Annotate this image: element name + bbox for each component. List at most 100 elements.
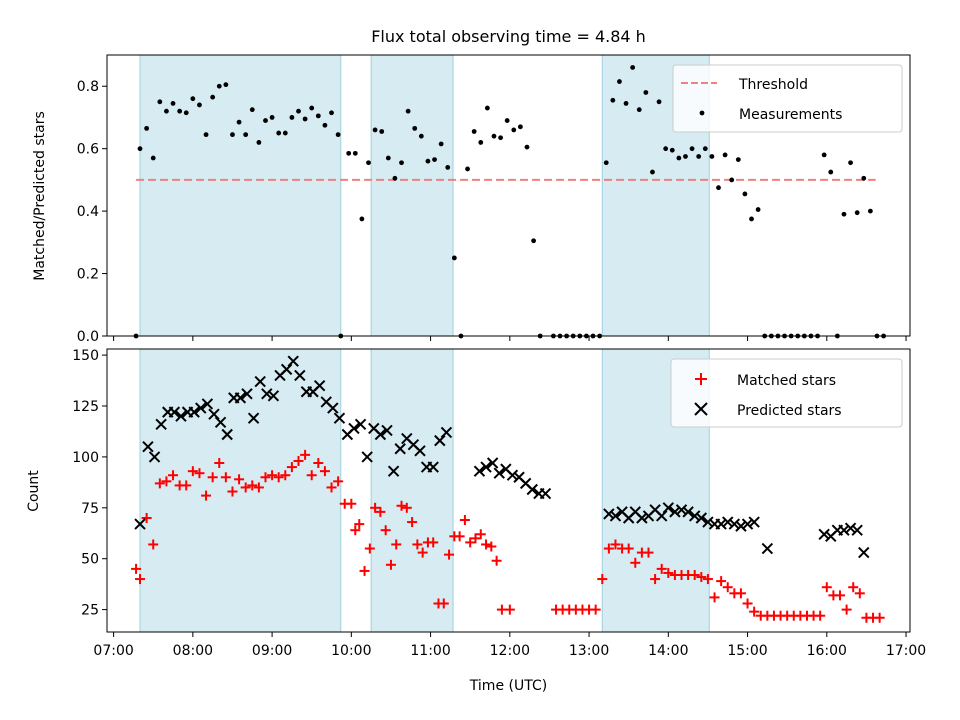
- x-tick-label: 15:00: [727, 643, 767, 659]
- predicted-star-point: [838, 524, 850, 536]
- predicted-star-point: [609, 510, 622, 522]
- measurement-point: [137, 146, 143, 152]
- predicted-star-point: [655, 510, 668, 522]
- predicted-star-point: [722, 516, 734, 528]
- matched-star-point: [454, 531, 465, 542]
- matched-star-point: [380, 525, 391, 536]
- matched-star-point: [333, 476, 344, 487]
- matched-star-point: [227, 486, 238, 497]
- legend-measurements-swatch: [699, 110, 705, 116]
- measurement-point: [197, 102, 202, 108]
- matched-star-point: [428, 537, 439, 548]
- matched-star-point: [280, 470, 291, 481]
- measurement-point: [296, 108, 301, 114]
- predicted-star-point: [221, 428, 233, 441]
- top-panel: 0.00.20.40.60.8 Matched/Predicted stars …: [32, 54, 911, 345]
- measurement-point: [315, 113, 321, 119]
- y-tick-label: 0.2: [77, 267, 99, 283]
- matched-star-point: [370, 502, 381, 513]
- measurement-point: [170, 100, 176, 106]
- measurement-point: [702, 146, 708, 152]
- measurement-point: [498, 135, 503, 141]
- x-tick-label: 11:00: [410, 643, 450, 659]
- matched-star-point: [590, 604, 601, 615]
- matched-star-point: [874, 612, 885, 623]
- top-legend: Threshold Measurements: [672, 64, 903, 133]
- matched-star-point: [459, 515, 470, 526]
- measurement-point: [478, 140, 484, 145]
- matched-star-point: [293, 455, 304, 466]
- measurement-point: [709, 154, 715, 159]
- predicted-star-point: [155, 418, 167, 431]
- predicted-star-point: [858, 546, 870, 559]
- predicted-star-point: [348, 422, 360, 435]
- legend-threshold-label: Threshold: [738, 77, 808, 93]
- predicted-star-point: [294, 369, 306, 382]
- matched-star-point: [187, 466, 198, 477]
- chart-title: Flux total observing time = 4.84 h: [371, 27, 646, 46]
- measurement-point: [352, 150, 358, 156]
- top-legend-box: [672, 64, 903, 133]
- matched-star-point: [354, 519, 365, 530]
- bottom-y-axis: 25 50 75 100 125 150: [72, 348, 107, 619]
- matched-star-point: [300, 449, 311, 460]
- measurement-point: [399, 160, 404, 166]
- measurement-point: [289, 115, 295, 120]
- matched-star-point: [319, 466, 330, 477]
- predicted-star-point: [195, 402, 207, 414]
- y-tick-label: 25: [81, 603, 99, 619]
- predicted-star-point: [715, 518, 727, 530]
- predicted-star-point: [761, 542, 774, 555]
- predicted-star-point: [214, 416, 227, 429]
- matched-star-point: [141, 512, 152, 523]
- measurement-point: [282, 130, 288, 136]
- predicted-star-point: [241, 388, 253, 400]
- measurement-point: [432, 157, 437, 162]
- measurement-point: [150, 155, 156, 161]
- matched-star-point: [168, 470, 179, 481]
- matched-star-point: [835, 590, 846, 601]
- top-observing-intervals: [139, 54, 710, 337]
- matched-star-point: [131, 563, 142, 574]
- top-axes-frame: [106, 54, 911, 337]
- predicted-star-point: [234, 392, 247, 404]
- measurement-point: [729, 177, 735, 183]
- measurement-point: [359, 216, 365, 222]
- measurement-point: [524, 144, 530, 150]
- measurement-point: [603, 160, 609, 166]
- matched-star-point: [161, 476, 172, 487]
- matched-star-point: [375, 506, 386, 517]
- measurement-point: [735, 157, 741, 162]
- measurement-point: [379, 129, 385, 134]
- measurement-point: [451, 255, 457, 261]
- predicted-star-point: [851, 524, 863, 536]
- measurement-point: [249, 107, 255, 113]
- predicted-star-point: [267, 390, 280, 402]
- measurement-point: [821, 152, 827, 158]
- measurement-point: [610, 97, 616, 103]
- x-axis-label: Time (UTC): [469, 678, 547, 694]
- matched-star-point: [663, 567, 674, 578]
- measurement-point: [385, 155, 391, 161]
- predicted-star-point: [636, 512, 648, 524]
- predicted-star-point: [414, 445, 426, 457]
- predicted-star-point: [354, 418, 367, 431]
- measurement-point: [445, 165, 451, 170]
- observing-interval-band: [139, 54, 342, 337]
- matched-star-point: [385, 559, 396, 570]
- matched-star-point: [407, 517, 418, 528]
- measurement-point: [190, 96, 196, 102]
- bottom-legend: Matched stars Predicted stars: [670, 358, 903, 428]
- matched-star-point: [486, 541, 497, 552]
- predicted-star-point: [818, 528, 830, 540]
- measurement-point: [663, 146, 669, 152]
- measurement-point: [157, 99, 163, 105]
- bottom-axes-frame: [106, 348, 911, 633]
- measurement-point: [418, 133, 424, 139]
- matched-star-point: [313, 458, 324, 469]
- matched-star-point: [364, 543, 375, 554]
- matched-star-point: [326, 482, 337, 493]
- matched-star-point: [148, 539, 159, 550]
- y-tick-label: 100: [72, 450, 99, 466]
- matched-star-point: [709, 592, 720, 603]
